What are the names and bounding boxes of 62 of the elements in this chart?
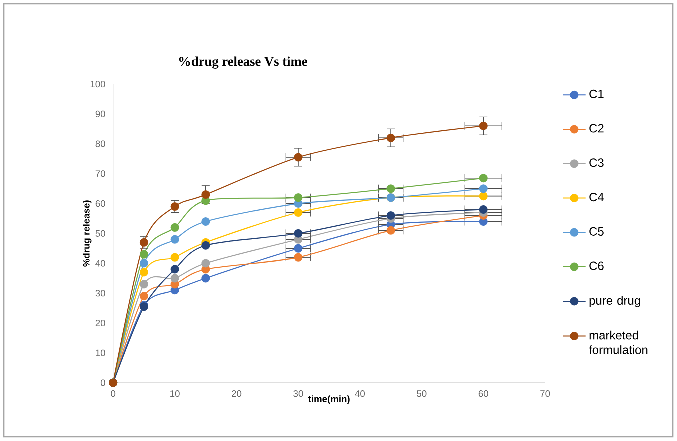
point xyxy=(294,229,303,238)
legend-label: pure drug xyxy=(590,296,640,308)
point xyxy=(386,211,396,220)
point xyxy=(170,235,180,244)
y-tick-label: 100 xyxy=(90,81,106,88)
point xyxy=(479,192,488,201)
y-axis-title: %drug release) xyxy=(82,200,92,267)
x-axis-title: time(min) xyxy=(308,396,350,404)
point xyxy=(170,253,180,262)
x-tick-label: 50 xyxy=(417,390,427,398)
point xyxy=(202,259,210,268)
y-tick-label: 80 xyxy=(96,140,106,148)
point xyxy=(170,202,180,212)
x-tick-label: 70 xyxy=(540,390,550,398)
legend-label: C2 xyxy=(590,124,604,133)
point xyxy=(479,174,488,183)
y-tick-label: 50 xyxy=(96,230,106,237)
point xyxy=(386,184,396,194)
point xyxy=(202,274,210,283)
y-tick-label: 10 xyxy=(96,350,106,356)
point xyxy=(140,280,148,289)
legend-label: C6 xyxy=(590,262,604,270)
point xyxy=(479,122,488,130)
y-tick-label: 40 xyxy=(96,260,106,267)
y-tick-label: 30 xyxy=(96,290,106,297)
x-tick-label: 60 xyxy=(478,390,488,398)
point xyxy=(170,274,180,283)
point xyxy=(140,259,148,268)
x-tick-label: 30 xyxy=(294,390,304,398)
chart-title: %drug release Vs time xyxy=(179,56,308,69)
x-tick-label: 40 xyxy=(355,390,366,398)
point xyxy=(294,253,303,262)
y-tick-label: 0 xyxy=(100,380,106,386)
point xyxy=(386,226,396,235)
point xyxy=(386,134,396,142)
y-tick-label: 90 xyxy=(96,110,106,118)
point xyxy=(202,217,210,226)
point xyxy=(140,250,148,259)
point xyxy=(294,244,303,253)
legend-label: C4 xyxy=(590,193,604,202)
point xyxy=(202,190,210,200)
legend-label: marketed formulation xyxy=(589,330,648,354)
point xyxy=(140,268,148,277)
point xyxy=(294,153,303,162)
point xyxy=(294,194,303,202)
x-tick-label: 10 xyxy=(170,390,180,398)
x-tick-label: 0 xyxy=(111,390,116,398)
point xyxy=(170,265,180,274)
point xyxy=(479,205,488,214)
point xyxy=(140,238,148,247)
legend-label: C1 xyxy=(590,90,604,98)
y-tick-label: 60 xyxy=(96,200,106,208)
point xyxy=(140,292,148,301)
point xyxy=(294,208,303,218)
legend-label: C5 xyxy=(590,227,604,236)
point xyxy=(479,184,488,194)
y-tick-label: 70 xyxy=(96,170,106,178)
point xyxy=(170,223,180,232)
x-tick-label: 20 xyxy=(232,390,242,398)
point xyxy=(202,241,210,250)
legend-label: C3 xyxy=(590,158,604,168)
y-tick-label: 20 xyxy=(96,320,106,327)
